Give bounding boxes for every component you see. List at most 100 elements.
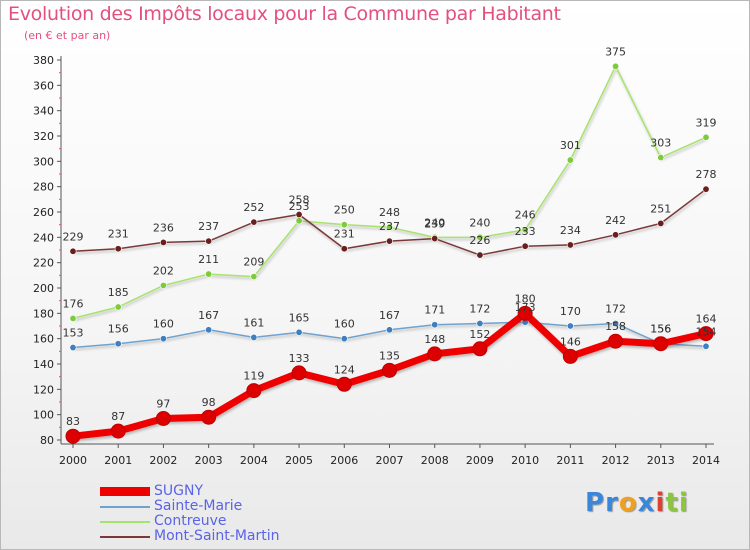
x-tick-label: 2006 (330, 454, 358, 467)
y-tick-label: 320 (33, 130, 54, 143)
data-point (517, 305, 533, 321)
data-point (246, 383, 262, 399)
chart-title: Evolution des Impôts locaux pour la Comm… (8, 3, 561, 25)
y-tick-label: 280 (33, 181, 54, 194)
data-label: 164 (696, 313, 717, 326)
data-point (159, 281, 167, 289)
data-label: 97 (156, 397, 170, 410)
data-point (201, 409, 217, 425)
data-label: 236 (153, 221, 174, 234)
data-label: 119 (243, 370, 264, 383)
data-point (155, 410, 171, 426)
y-tick-label: 260 (33, 206, 54, 219)
data-label: 176 (63, 297, 84, 310)
legend-label: SUGNY (154, 483, 204, 499)
data-label: 172 (605, 302, 626, 315)
data-label: 234 (560, 224, 581, 237)
y-tick-label: 80 (40, 434, 54, 447)
data-point (340, 221, 348, 229)
data-label: 170 (560, 305, 581, 318)
data-point (612, 319, 620, 327)
x-tick-label: 2009 (466, 454, 494, 467)
data-point (566, 322, 574, 330)
data-point (385, 326, 393, 334)
y-tick-label: 380 (33, 54, 54, 67)
data-label: 160 (153, 318, 174, 331)
data-label: 172 (469, 302, 490, 315)
data-point (250, 218, 258, 226)
data-label: 83 (66, 415, 80, 428)
data-point (114, 245, 122, 253)
data-label: 253 (289, 200, 310, 213)
x-tick-label: 2003 (195, 454, 223, 467)
data-label: 242 (605, 214, 626, 227)
data-point (114, 303, 122, 311)
y-tick-label: 120 (33, 383, 54, 396)
data-point (250, 333, 258, 341)
data-point (65, 428, 81, 444)
data-label: 237 (198, 220, 219, 233)
data-point (521, 226, 529, 234)
data-point (521, 242, 529, 250)
series-contreuve (69, 62, 710, 322)
data-point (295, 211, 303, 219)
data-point (340, 245, 348, 253)
data-label: 146 (560, 335, 581, 348)
legend-label: Sainte-Marie (154, 498, 243, 514)
legend: SUGNY Sainte-Marie Contreuve Mont-Saint-Mar… (100, 483, 360, 544)
data-point (336, 376, 352, 392)
data-point (159, 335, 167, 343)
data-point (476, 233, 484, 241)
data-point (702, 342, 710, 350)
data-point (702, 133, 710, 141)
y-tick-label: 240 (33, 231, 54, 244)
data-point (250, 273, 258, 281)
data-point (653, 336, 669, 352)
y-tick-label: 360 (33, 79, 54, 92)
series-mont-saint-martin (69, 185, 710, 259)
data-point (295, 328, 303, 336)
data-label: 124 (334, 363, 355, 376)
data-point (476, 251, 484, 259)
legend-item: SUGNY (100, 483, 360, 499)
data-labels-layer: 83 87 97 98 119 133 124 135 148 152 180 146 158 156 16… (63, 45, 717, 428)
y-tick-label: 300 (33, 155, 54, 168)
data-label: 148 (424, 333, 445, 346)
y-tick-label: 140 (33, 358, 54, 371)
data-label: 180 (515, 292, 536, 305)
data-label: 171 (424, 304, 445, 317)
data-label: 231 (108, 228, 129, 241)
y-tick-label: 220 (33, 257, 54, 270)
data-label: 251 (650, 202, 671, 215)
legend-item: Sainte-Marie (100, 498, 360, 514)
data-point (291, 365, 307, 381)
data-label: 303 (650, 137, 671, 150)
data-point (612, 231, 620, 239)
data-label: 173 (515, 301, 536, 314)
data-point (566, 156, 574, 164)
data-label: 237 (379, 220, 400, 233)
data-label: 233 (515, 225, 536, 238)
data-point (69, 314, 77, 322)
data-label: 167 (379, 309, 400, 322)
data-point (702, 185, 710, 193)
data-label: 156 (650, 323, 671, 336)
x-tick-label: 2012 (602, 454, 630, 467)
y-tick-label: 340 (33, 105, 54, 118)
logo-letter: P (585, 488, 606, 518)
data-point (476, 319, 484, 327)
logo-letter: t (665, 488, 679, 518)
data-point (205, 237, 213, 245)
data-label: 160 (334, 318, 355, 331)
data-point (608, 333, 624, 349)
series-sugny (65, 305, 714, 444)
data-label: 154 (696, 325, 717, 338)
data-label: 229 (63, 230, 84, 243)
axes: 80 100 120 140 160 180 200 220 240 260 280 300 320 34… (33, 54, 720, 467)
series-layer (65, 62, 714, 444)
data-point (427, 346, 443, 362)
legend-label: Contreuve (154, 513, 227, 529)
series-line (72, 65, 707, 320)
